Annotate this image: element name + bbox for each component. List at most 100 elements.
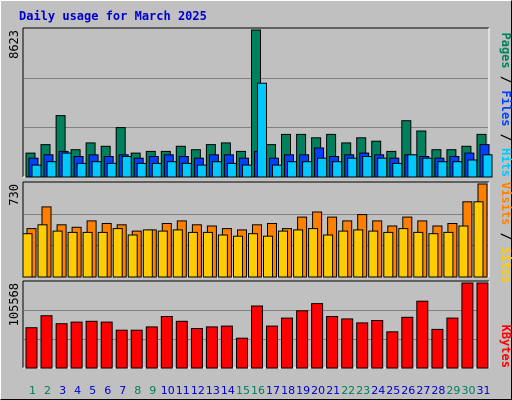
bar-pages bbox=[302, 161, 313, 178]
bar-kbytes bbox=[220, 325, 233, 369]
bar-kbytes bbox=[70, 321, 83, 369]
bar-pages bbox=[211, 161, 222, 178]
x-tick-label: 19 bbox=[296, 384, 310, 397]
bar-pages bbox=[467, 159, 478, 178]
x-tick-label: 1 bbox=[29, 384, 36, 397]
bar-sites bbox=[383, 231, 394, 278]
bar-pages bbox=[407, 154, 418, 178]
legend-label-hits: Hits bbox=[499, 148, 512, 177]
bar-pages bbox=[482, 154, 493, 178]
bar-kbytes bbox=[205, 326, 218, 369]
bar-kbytes bbox=[476, 282, 489, 369]
bar-kbytes bbox=[311, 303, 324, 369]
bar-pages bbox=[332, 161, 343, 178]
legend-label-files: Files bbox=[499, 90, 512, 126]
x-tick-label: 6 bbox=[104, 384, 111, 397]
legend-label-sites: Sites bbox=[499, 247, 512, 283]
bar-kbytes bbox=[40, 315, 53, 369]
bar-kbytes bbox=[55, 323, 68, 369]
y-max-label: 8623 bbox=[7, 30, 21, 59]
bar-kbytes bbox=[190, 328, 203, 369]
bar-kbytes bbox=[461, 282, 474, 369]
bar-kbytes bbox=[160, 316, 173, 369]
bar-sites bbox=[473, 201, 484, 278]
bar-pages bbox=[91, 161, 102, 178]
bar-sites bbox=[157, 230, 168, 278]
bar-pages bbox=[377, 157, 388, 178]
x-tick-label: 18 bbox=[281, 384, 295, 397]
x-tick-label: 14 bbox=[221, 384, 235, 397]
bar-pages bbox=[76, 162, 87, 178]
bar-kbytes bbox=[175, 320, 188, 369]
bar-pages bbox=[452, 161, 463, 178]
legend-label-kbytes: KBytes bbox=[499, 325, 512, 368]
legend-hits-files-pages: Pages / Files / Hits bbox=[499, 33, 512, 178]
bar-sites bbox=[428, 233, 439, 278]
x-tick-label: 29 bbox=[446, 384, 460, 397]
x-tick-label: 3 bbox=[59, 384, 66, 397]
x-tick-label: 7 bbox=[119, 384, 126, 397]
bar-kbytes bbox=[416, 300, 429, 369]
bar-kbytes bbox=[145, 326, 158, 369]
bar-kbytes bbox=[296, 310, 309, 369]
bar-kbytes bbox=[251, 305, 263, 369]
legend-visits-sites: Visits / Sites bbox=[499, 182, 512, 283]
bar-sites bbox=[112, 228, 123, 278]
bar-sites bbox=[217, 234, 228, 278]
x-tick-label: 22 bbox=[341, 384, 355, 397]
bar-kbytes bbox=[130, 329, 143, 369]
bar-sites bbox=[22, 233, 33, 278]
bar-sites bbox=[37, 224, 48, 278]
bar-sites bbox=[52, 230, 63, 278]
x-tick-label: 16 bbox=[251, 384, 265, 397]
bar-pages bbox=[106, 162, 117, 178]
bar-kbytes bbox=[100, 321, 113, 369]
bar-pages bbox=[121, 156, 132, 178]
x-tick-label: 4 bbox=[74, 384, 81, 397]
bar-sites bbox=[413, 231, 424, 278]
x-tick-label: 8 bbox=[134, 384, 141, 397]
y-max-label: 105568 bbox=[7, 283, 21, 326]
bar-kbytes bbox=[431, 328, 444, 369]
bar-sites bbox=[187, 231, 198, 278]
legend-label-visits: Visits bbox=[499, 182, 512, 225]
bar-sites bbox=[353, 229, 364, 278]
bar-sites bbox=[233, 235, 243, 278]
bar-pages bbox=[46, 161, 57, 178]
bar-pages bbox=[392, 162, 403, 178]
x-tick-label: 20 bbox=[311, 384, 325, 397]
bar-sites bbox=[202, 231, 213, 278]
bar-pages bbox=[272, 164, 282, 178]
bar-sites bbox=[67, 231, 78, 278]
bar-sites bbox=[172, 229, 183, 278]
bar-kbytes bbox=[326, 316, 339, 369]
x-tick-label: 27 bbox=[416, 384, 430, 397]
x-tick-label: 13 bbox=[206, 384, 220, 397]
bar-sites bbox=[368, 230, 379, 278]
bar-kbytes bbox=[386, 331, 399, 369]
x-tick-label: 10 bbox=[161, 384, 175, 397]
legend-kbytes: KBytes bbox=[499, 325, 512, 368]
bar-sites bbox=[443, 231, 454, 278]
bar-sites bbox=[278, 230, 288, 278]
bar-pages bbox=[196, 164, 207, 178]
bar-pages bbox=[287, 161, 297, 178]
x-tick-label: 9 bbox=[149, 384, 156, 397]
x-tick-label: 28 bbox=[431, 384, 445, 397]
bar-pages bbox=[437, 161, 448, 178]
x-tick-label: 15 bbox=[236, 384, 250, 397]
bar-kbytes bbox=[446, 317, 459, 369]
bar-kbytes bbox=[266, 325, 278, 369]
bar-sites bbox=[127, 234, 138, 278]
bar-pages bbox=[422, 157, 433, 178]
bar-sites bbox=[323, 234, 334, 278]
x-tick-label: 31 bbox=[477, 384, 491, 397]
x-tick-label: 12 bbox=[191, 384, 205, 397]
bar-kbytes bbox=[401, 316, 414, 369]
bar-pages bbox=[317, 157, 328, 178]
bar-pages bbox=[61, 152, 72, 178]
x-tick-label: 2 bbox=[44, 384, 51, 397]
legend-label-pages: Pages bbox=[499, 33, 512, 69]
bar-pages bbox=[181, 162, 192, 178]
